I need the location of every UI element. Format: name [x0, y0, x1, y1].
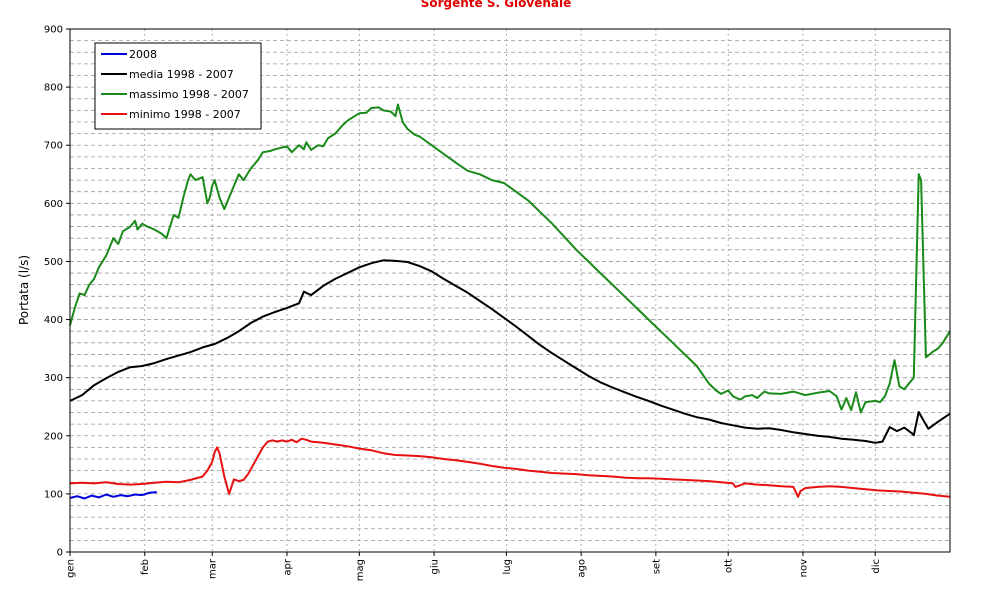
x-tick-label: feb: [140, 559, 151, 575]
x-tick-label: dic: [871, 559, 882, 574]
legend-label: massimo 1998 - 2007: [129, 88, 249, 101]
series-line: [69, 259, 951, 444]
y-tick-label: 400: [44, 315, 63, 326]
legend-label: 2008: [129, 48, 157, 61]
x-tick-label: ott: [724, 559, 735, 573]
x-tick-label: mar: [208, 558, 219, 579]
y-tick-label: 600: [44, 199, 63, 210]
x-tick-label: ago: [577, 559, 588, 578]
legend-label: minimo 1998 - 2007: [129, 108, 241, 121]
x-tick-label: set: [651, 559, 662, 574]
y-axis-label: Portata (l/s): [17, 255, 31, 325]
plot-frame: [69, 28, 951, 553]
y-axis: 0 100 200 300 400 500 600 700 800 900: [44, 25, 70, 559]
x-tick-label: mag: [355, 559, 366, 581]
x-tick-label: apr: [282, 558, 293, 575]
x-axis: gen feb mar apr mag giu lug ago set ott nov dic: [66, 552, 882, 581]
y-tick-label: 800: [44, 83, 63, 94]
chart-title: Sorgente S. Giovenale: [420, 0, 572, 10]
x-tick-label: nov: [798, 559, 809, 577]
y-tick-label: 100: [44, 489, 63, 500]
legend-label: media 1998 - 2007: [129, 68, 234, 81]
x-tick-label: lug: [502, 559, 513, 574]
y-tick-label: 0: [57, 548, 63, 559]
y-tick-label: 500: [44, 257, 63, 268]
series-line: [69, 103, 951, 414]
y-tick-label: 700: [44, 141, 63, 152]
y-tick-label: 900: [44, 25, 63, 36]
x-tick-label: gen: [66, 559, 77, 578]
x-tick-label: giu: [430, 559, 441, 574]
series-line: [69, 491, 157, 500]
grid-lines: [70, 29, 950, 552]
y-tick-label: 300: [44, 373, 63, 384]
series-line: [69, 437, 951, 498]
legend: 2008 media 1998 - 2007 massimo 1998 - 2007…: [94, 42, 262, 130]
y-tick-label: 200: [44, 431, 63, 442]
series-lines: [69, 103, 951, 500]
